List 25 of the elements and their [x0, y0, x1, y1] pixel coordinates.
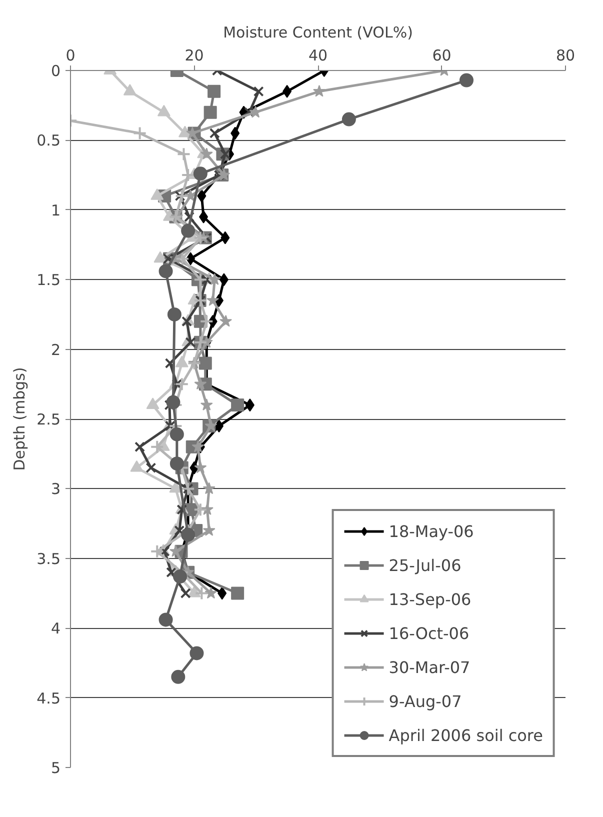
x-axis-title: Moisture Content (VOL%) [223, 24, 413, 42]
legend-label: 16-Oct-06 [388, 624, 470, 642]
legend-label: April 2006 soil core [388, 726, 543, 744]
x-tick-label: 80 [556, 46, 576, 64]
legend-label: 25-Jul-06 [388, 556, 462, 574]
y-tick-label: 3.5 [36, 550, 61, 568]
y-tick-label: 5 [50, 759, 61, 777]
y-tick-label: 2 [50, 340, 61, 359]
y-tick-label: 0.5 [36, 132, 61, 150]
y-tick-label: 4.5 [36, 689, 61, 708]
y-tick-label: 1 [50, 201, 61, 220]
x-tick-label: 60 [432, 46, 452, 64]
y-tick-label: 2.5 [36, 410, 61, 428]
y-tick-label: 4 [50, 620, 61, 638]
y-tick-label: 3 [50, 480, 61, 498]
y-tick-label: 1.5 [36, 271, 61, 290]
y-tick-label: 0 [50, 62, 61, 80]
x-tick-label: 0 [66, 46, 76, 64]
y-axis-title: Depth (mbgs) [10, 367, 29, 471]
legend-label: 9-Aug-07 [388, 692, 463, 710]
x-tick-label: 40 [308, 46, 328, 64]
x-tick-label: 20 [184, 46, 204, 64]
legend-label: 18-May-06 [388, 522, 475, 540]
legend-label: 13-Sep-06 [388, 590, 472, 608]
legend-label: 30-Mar-07 [388, 658, 472, 676]
